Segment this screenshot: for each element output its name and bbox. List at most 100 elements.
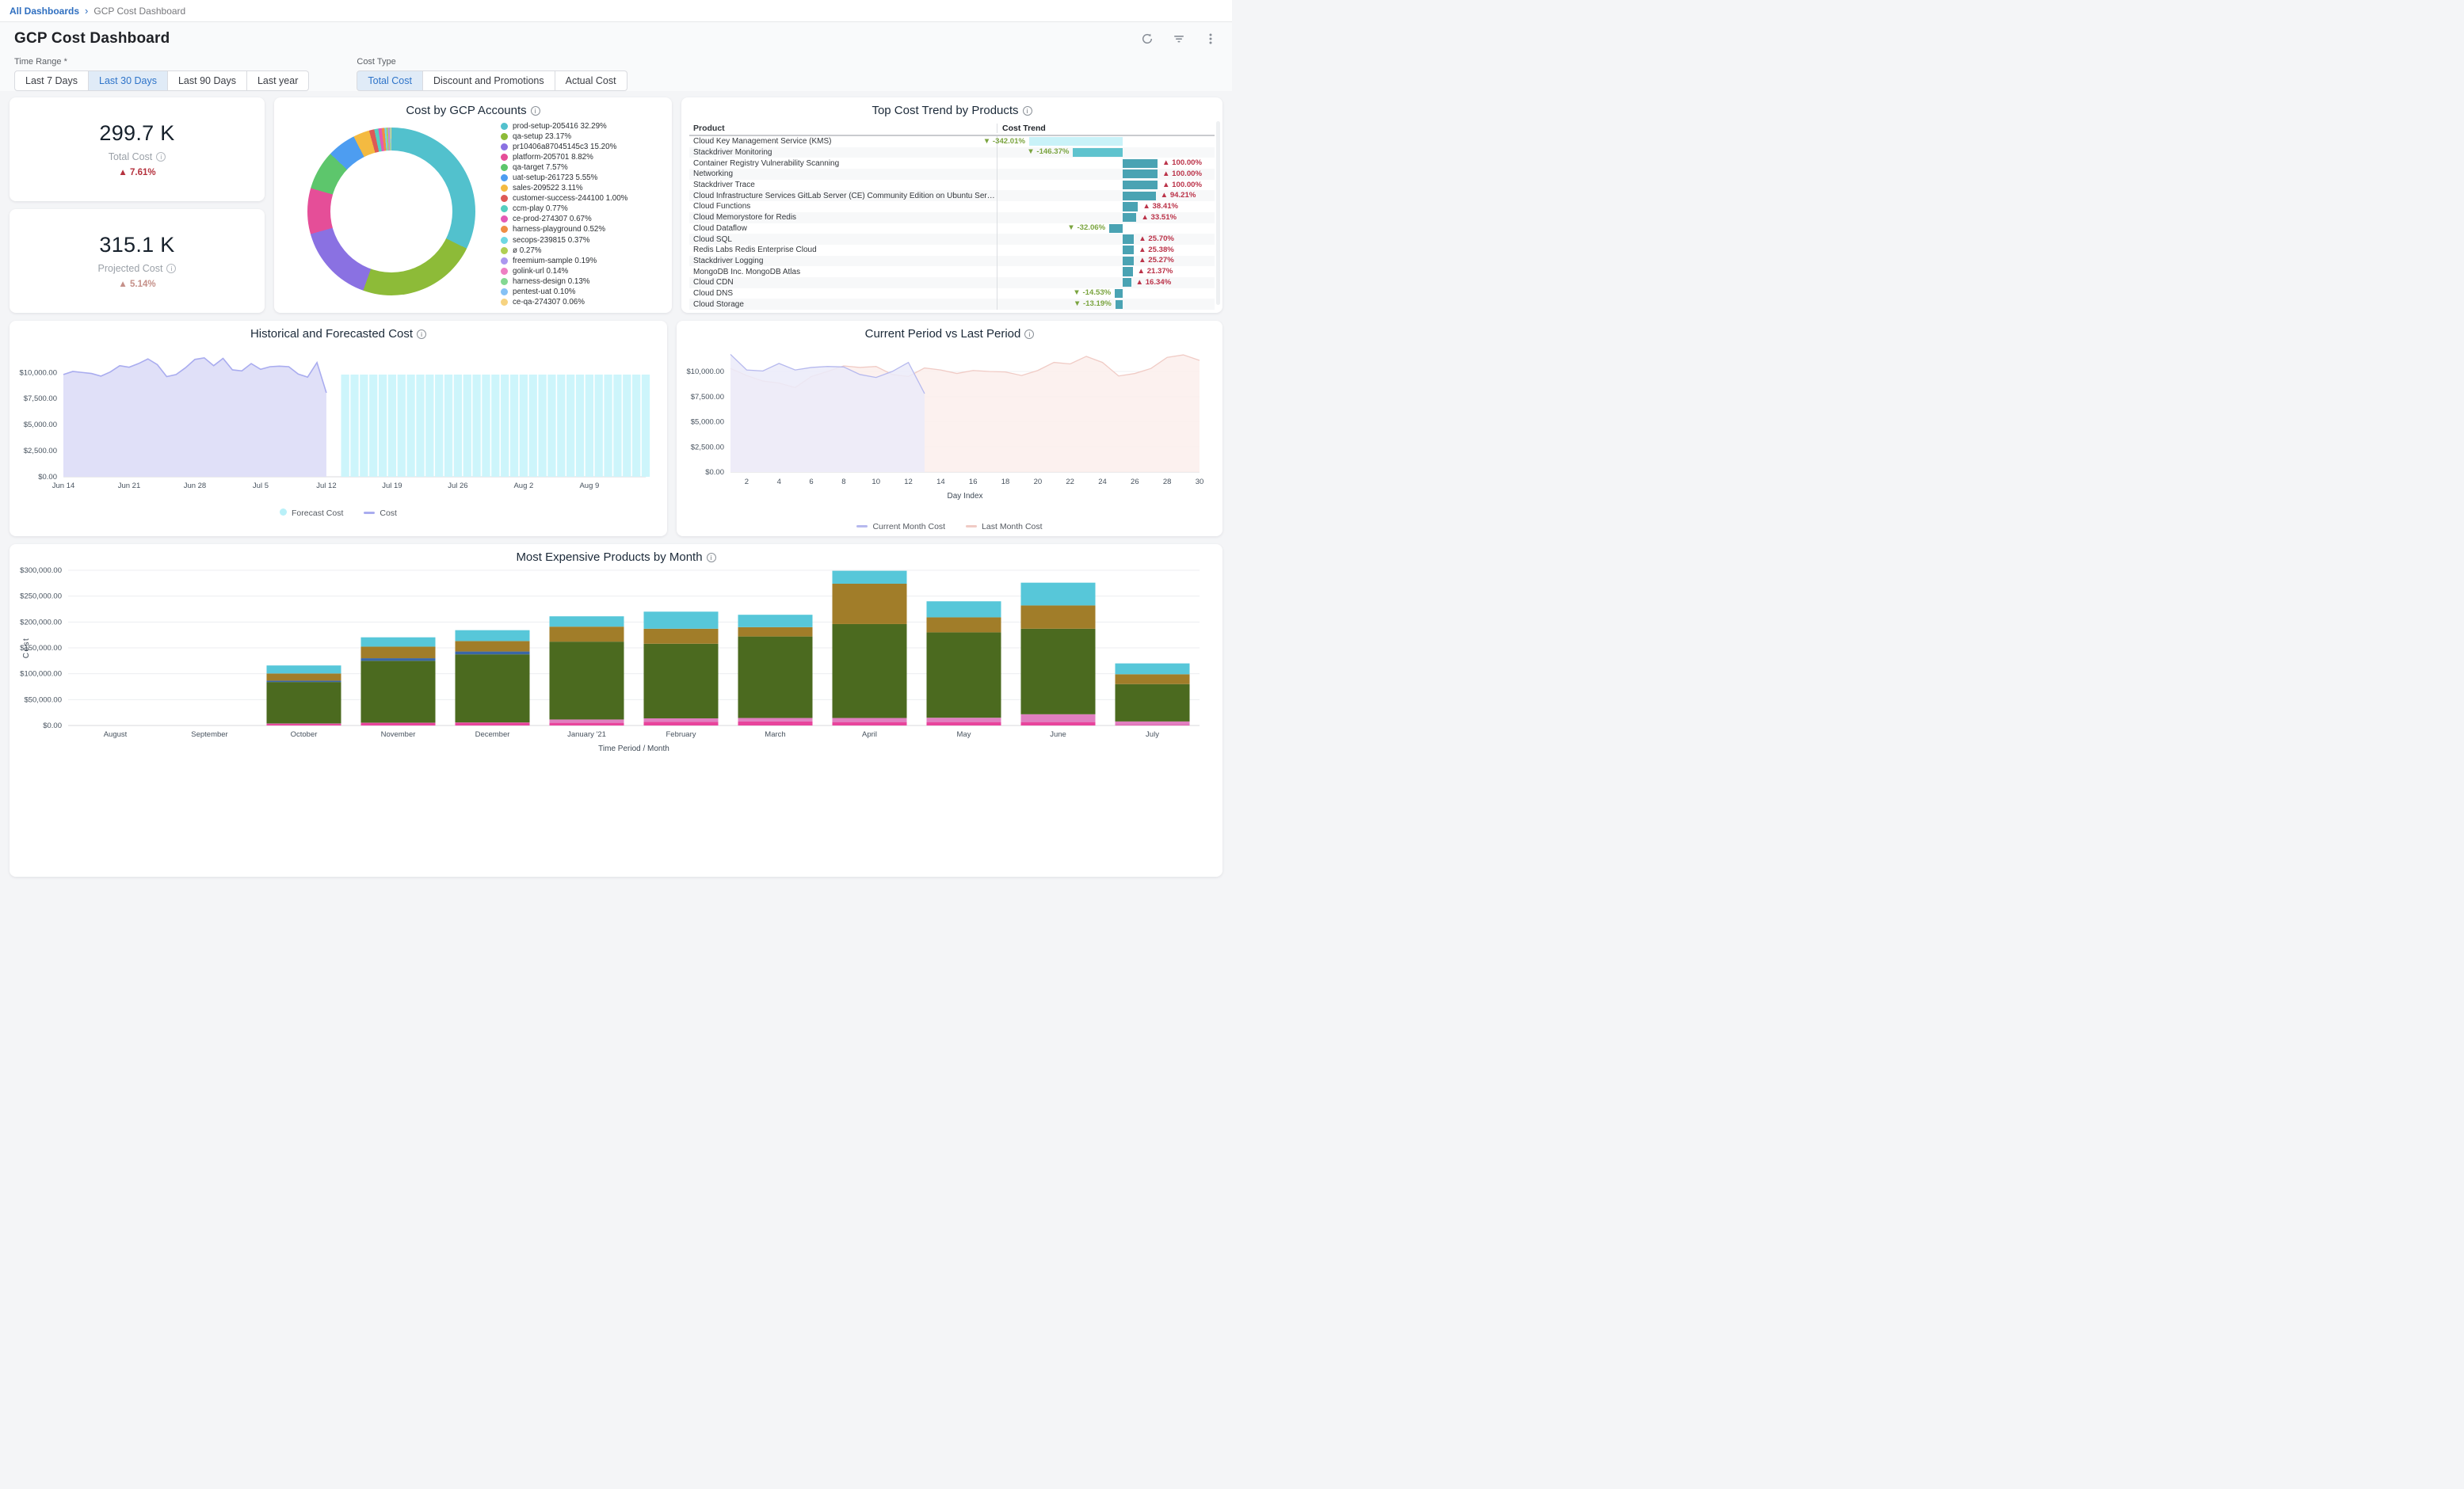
kebab-menu-icon[interactable] bbox=[1203, 32, 1218, 46]
column-header-cost-trend[interactable]: Cost Trend bbox=[997, 124, 1209, 133]
most-expensive-products-card: Most Expensive Products by Monthi $0.00$… bbox=[10, 544, 1222, 877]
column-header-product[interactable]: Product bbox=[689, 124, 997, 133]
trend-bar bbox=[1123, 202, 1138, 211]
legend-item[interactable]: ccm-play 0.77% bbox=[501, 204, 664, 213]
legend-item[interactable]: secops-239815 0.37% bbox=[501, 236, 664, 245]
legend-item[interactable]: customer-success-244100 1.00% bbox=[501, 194, 664, 203]
time-range-option-last-30-days[interactable]: Last 30 Days bbox=[89, 70, 168, 91]
legend-item[interactable]: pentest-uat 0.10% bbox=[501, 288, 664, 296]
svg-text:24: 24 bbox=[1098, 478, 1107, 486]
legend-item[interactable]: ø 0.27% bbox=[501, 246, 664, 255]
legend-dot-icon bbox=[501, 247, 508, 254]
dot-marker-icon bbox=[280, 508, 287, 516]
gcp-accounts-donut-chart[interactable] bbox=[307, 128, 475, 295]
refresh-icon[interactable] bbox=[1140, 32, 1154, 46]
table-row[interactable]: Cloud Storage▼ -13.19% bbox=[689, 299, 1215, 310]
info-icon[interactable]: i bbox=[166, 264, 176, 273]
legend-item[interactable]: qa-target 7.57% bbox=[501, 163, 664, 172]
trend-value: ▲ 25.38% bbox=[1139, 246, 1174, 254]
legend-dot-icon bbox=[501, 205, 508, 212]
historical-forecast-chart[interactable]: $0.00$2,500.00$5,000.00$7,500.00$10,000.… bbox=[17, 341, 659, 507]
donut-legend: prod-setup-205416 32.29%qa-setup 23.17% p… bbox=[501, 117, 664, 306]
table-row[interactable]: Stackdriver Logging▲ 25.27% bbox=[689, 256, 1215, 267]
svg-text:$2,500.00: $2,500.00 bbox=[24, 447, 57, 455]
cost-type-option-total-cost[interactable]: Total Cost bbox=[357, 70, 423, 91]
filter-icon[interactable] bbox=[1172, 32, 1186, 46]
legend-item[interactable]: platform-205701 8.82% bbox=[501, 153, 664, 162]
legend-item[interactable]: uat-setup-261723 5.55% bbox=[501, 173, 664, 182]
cost-type-option-actual-cost[interactable]: Actual Cost bbox=[555, 70, 627, 91]
svg-text:$100,000.00: $100,000.00 bbox=[20, 670, 62, 679]
current-vs-last-chart[interactable]: $0.00$2,500.00$5,000.00$7,500.00$10,000.… bbox=[685, 341, 1215, 520]
table-row[interactable]: Cloud Functions▲ 38.41% bbox=[689, 201, 1215, 212]
table-row[interactable]: Networking▲ 100.00% bbox=[689, 169, 1215, 180]
svg-text:22: 22 bbox=[1066, 478, 1074, 486]
legend-item[interactable]: pr10406a87045145c3 15.20% bbox=[501, 143, 664, 151]
table-scrollbar[interactable] bbox=[1216, 121, 1220, 305]
info-icon[interactable]: i bbox=[531, 106, 540, 116]
current-vs-last-card: Current Period vs Last Periodi $0.00$2,5… bbox=[677, 321, 1222, 536]
trend-bar bbox=[1123, 267, 1133, 276]
table-row[interactable]: Cloud Dataflow▼ -32.06% bbox=[689, 223, 1215, 234]
svg-text:Jul 26: Jul 26 bbox=[448, 482, 467, 490]
trend-bar bbox=[1073, 148, 1123, 157]
legend-dot-icon bbox=[501, 237, 508, 244]
legend-entry[interactable]: Forecast Cost bbox=[280, 508, 343, 518]
trend-value: ▲ 21.37% bbox=[1138, 267, 1173, 276]
breadcrumb-current: GCP Cost Dashboard bbox=[93, 6, 185, 17]
info-icon[interactable]: i bbox=[417, 329, 426, 339]
svg-text:August: August bbox=[104, 730, 128, 739]
trend-value: ▼ -32.06% bbox=[1067, 223, 1105, 232]
info-icon[interactable]: i bbox=[156, 152, 166, 162]
svg-text:$7,500.00: $7,500.00 bbox=[24, 394, 57, 403]
table-row[interactable]: Cloud Memorystore for Redis▲ 33.51% bbox=[689, 212, 1215, 223]
most-expensive-products-chart[interactable]: $0.00$50,000.00$100,000.00$150,000.00$20… bbox=[17, 564, 1215, 766]
breadcrumb-all-dashboards[interactable]: All Dashboards bbox=[10, 6, 79, 17]
historical-chart-legend[interactable]: Forecast Cost Cost bbox=[17, 508, 659, 518]
svg-text:$10,000.00: $10,000.00 bbox=[19, 368, 57, 377]
table-row[interactable]: Cloud CDN▲ 16.34% bbox=[689, 277, 1215, 288]
trend-bar bbox=[1123, 213, 1136, 222]
legend-item[interactable]: ce-prod-274307 0.67% bbox=[501, 215, 664, 223]
info-icon[interactable]: i bbox=[707, 553, 716, 562]
legend-item[interactable]: qa-setup 23.17% bbox=[501, 132, 664, 141]
svg-text:14: 14 bbox=[936, 478, 945, 486]
svg-text:30: 30 bbox=[1196, 478, 1204, 486]
legend-item[interactable]: harness-playground 0.52% bbox=[501, 225, 664, 234]
legend-entry[interactable]: Current Month Cost bbox=[856, 522, 945, 531]
legend-entry[interactable]: Last Month Cost bbox=[966, 522, 1042, 531]
total-cost-label: Total Costi bbox=[109, 151, 166, 162]
table-row[interactable]: Cloud DNS▼ -14.53% bbox=[689, 288, 1215, 299]
legend-item[interactable]: golink-url 0.14% bbox=[501, 267, 664, 276]
current-vs-last-legend[interactable]: Current Month Cost Last Month Cost bbox=[685, 522, 1215, 531]
top-cost-trend-card: Top Cost Trend by Productsi ProductCost … bbox=[681, 97, 1222, 313]
time-range-option-last-90-days[interactable]: Last 90 Days bbox=[168, 70, 247, 91]
svg-text:January '21: January '21 bbox=[567, 730, 606, 739]
historical-forecast-card: Historical and Forecasted Costi $0.00$2,… bbox=[10, 321, 667, 536]
svg-text:$50,000.00: $50,000.00 bbox=[24, 695, 62, 704]
svg-text:Jul 12: Jul 12 bbox=[316, 482, 336, 490]
table-row[interactable]: Cloud Infrastructure Services GitLab Ser… bbox=[689, 190, 1215, 201]
legend-item[interactable]: sales-209522 3.11% bbox=[501, 184, 664, 192]
legend-dot-icon bbox=[501, 278, 508, 285]
table-row[interactable]: Cloud SQL▲ 25.70% bbox=[689, 234, 1215, 245]
table-row[interactable]: MongoDB Inc. MongoDB Atlas▲ 21.37% bbox=[689, 266, 1215, 277]
trend-value: ▲ 38.41% bbox=[1142, 202, 1178, 211]
cost-type-option-discount-and-promotions[interactable]: Discount and Promotions bbox=[423, 70, 555, 91]
table-row[interactable]: Stackdriver Monitoring▼ -146.37% bbox=[689, 147, 1215, 158]
legend-item[interactable]: harness-design 0.13% bbox=[501, 277, 664, 286]
time-range-option-last-year[interactable]: Last year bbox=[247, 70, 309, 91]
table-row[interactable]: Redis Labs Redis Enterprise Cloud▲ 25.38… bbox=[689, 245, 1215, 256]
legend-entry[interactable]: Cost bbox=[364, 508, 397, 518]
svg-text:Jul 5: Jul 5 bbox=[253, 482, 269, 490]
time-range-option-last-7-days[interactable]: Last 7 Days bbox=[14, 70, 89, 91]
legend-item[interactable]: ce-qa-274307 0.06% bbox=[501, 298, 664, 306]
table-row[interactable]: Container Registry Vulnerability Scannin… bbox=[689, 158, 1215, 169]
table-row[interactable]: Cloud Key Management Service (KMS)▼ -342… bbox=[689, 136, 1215, 147]
svg-text:$5,000.00: $5,000.00 bbox=[24, 421, 57, 429]
legend-item[interactable]: prod-setup-205416 32.29% bbox=[501, 122, 664, 131]
info-icon[interactable]: i bbox=[1024, 329, 1034, 339]
legend-item[interactable]: freemium-sample 0.19% bbox=[501, 257, 664, 265]
info-icon[interactable]: i bbox=[1023, 106, 1032, 116]
table-row[interactable]: Stackdriver Trace▲ 100.00% bbox=[689, 180, 1215, 191]
